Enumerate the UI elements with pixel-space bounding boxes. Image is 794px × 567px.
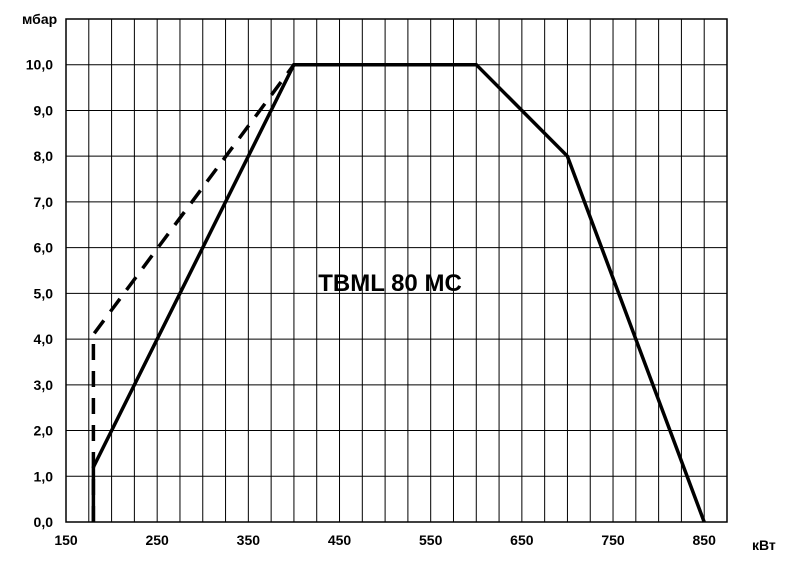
x-axis-ticks: 150 250 350 450 550 650 750 850 [54,532,716,548]
y-tick-label: 2,0 [34,423,54,439]
y-tick-label: 4,0 [34,331,54,347]
plot-frame [65,18,728,523]
y-tick-label: 1,0 [34,468,54,484]
x-tick-label: 650 [510,532,534,548]
y-tick-label: 6,0 [34,240,54,256]
y-axis-unit: мбар [22,11,57,27]
x-tick-label: 250 [145,532,169,548]
y-tick-label: 10,0 [26,57,53,73]
series-line-dashed [91,63,296,522]
x-tick-label: 550 [419,532,443,548]
y-tick-label: 8,0 [34,148,54,164]
chart-title: TBML 80 MC [318,270,462,297]
series-group [91,62,706,523]
y-tick-label: 3,0 [34,377,54,393]
y-tick-label: 7,0 [34,194,54,210]
y-tick-label: 5,0 [34,285,54,301]
x-axis-unit: кВт [752,537,776,553]
x-tick-label: 350 [237,532,261,548]
y-tick-label: 0,0 [34,514,54,530]
x-tick-label: 750 [601,532,625,548]
y-tick-label: 9,0 [34,102,54,118]
x-tick-label: 150 [54,532,78,548]
series-line-solid [91,62,706,523]
grid [66,19,727,522]
x-tick-label: 450 [328,532,352,548]
y-axis-ticks: 0,0 1,0 2,0 3,0 4,0 5,0 6,0 7,0 8,0 9,0 10,0 [26,57,53,530]
x-tick-label: 850 [693,532,717,548]
